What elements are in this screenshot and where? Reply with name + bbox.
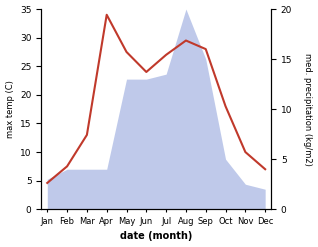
Y-axis label: max temp (C): max temp (C) [5, 80, 15, 138]
Y-axis label: med. precipitation (kg/m2): med. precipitation (kg/m2) [303, 53, 313, 165]
X-axis label: date (month): date (month) [120, 231, 192, 242]
